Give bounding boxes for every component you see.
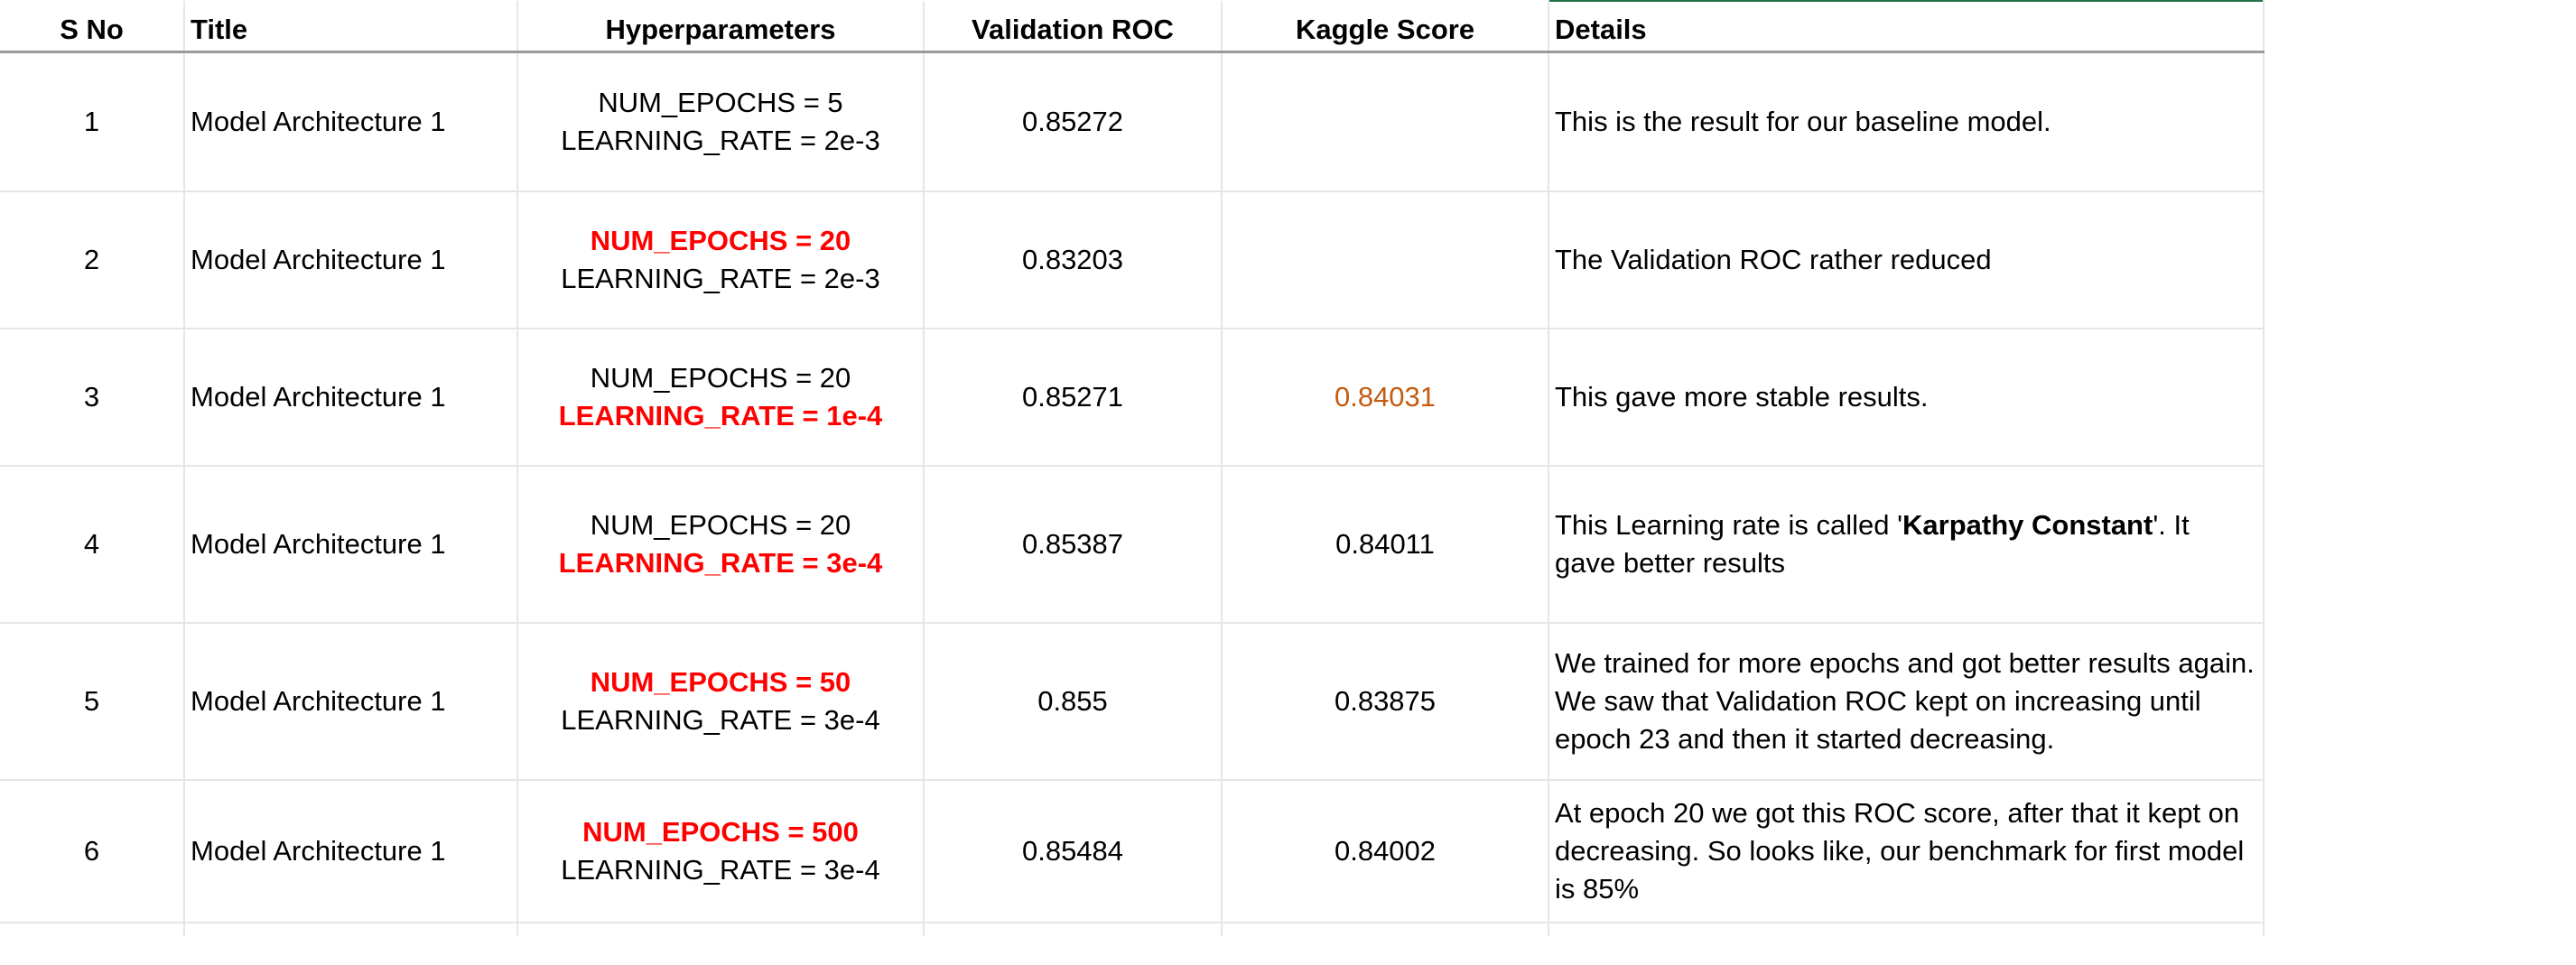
details-cell[interactable]: This is the result for our baseline mode… <box>1548 51 2264 192</box>
num-epochs-value: NUM_EPOCHS = 50 <box>590 666 851 698</box>
learning-rate-value: LEARNING_RATE = 3e-4 <box>561 854 880 886</box>
details-cell[interactable]: This Learning rate is called 'Karpathy C… <box>1548 466 2264 624</box>
learning-rate-value: LEARNING_RATE = 1e-4 <box>558 400 883 431</box>
kaggle-score-cell[interactable]: 0.84002 <box>1222 780 1549 923</box>
sno-cell[interactable]: 6 <box>0 780 185 923</box>
empty-cell[interactable] <box>924 923 1223 936</box>
num-epochs-value: NUM_EPOCHS = 5 <box>598 87 843 118</box>
kaggle-score-cell[interactable]: 0.84031 <box>1222 329 1549 467</box>
sno-cell[interactable]: 1 <box>0 51 185 192</box>
header-row: S No Title Hyperparameters Validation RO… <box>0 0 2264 53</box>
table-row: 1 Model Architecture 1 NUM_EPOCHS = 5 LE… <box>0 51 2264 192</box>
title-cell[interactable]: Model Architecture 1 <box>184 780 518 923</box>
learning-rate-value: LEARNING_RATE = 3e-4 <box>558 547 883 579</box>
sno-cell[interactable]: 2 <box>0 191 185 329</box>
sno-cell[interactable]: 5 <box>0 623 185 781</box>
kaggle-score-cell[interactable]: 0.83875 <box>1222 623 1549 781</box>
hyperparameters-cell[interactable]: NUM_EPOCHS = 20 LEARNING_RATE = 2e-3 <box>517 191 925 329</box>
title-cell[interactable]: Model Architecture 1 <box>184 191 518 329</box>
empty-cell[interactable] <box>184 923 518 936</box>
sno-cell[interactable]: 3 <box>0 329 185 467</box>
details-text-bold: Karpathy Constant <box>1902 509 2153 541</box>
kaggle-score-cell[interactable]: 0.84011 <box>1222 466 1549 624</box>
empty-cell[interactable] <box>517 923 925 936</box>
hyperparameters-cell[interactable]: NUM_EPOCHS = 5 LEARNING_RATE = 2e-3 <box>517 51 925 192</box>
empty-cell[interactable] <box>0 923 185 936</box>
title-cell[interactable]: Model Architecture 1 <box>184 329 518 467</box>
details-cell[interactable]: We trained for more epochs and got bette… <box>1548 623 2264 781</box>
validation-roc-cell[interactable]: 0.855 <box>924 623 1223 781</box>
kaggle-score-cell[interactable] <box>1222 51 1549 192</box>
validation-roc-cell[interactable]: 0.85272 <box>924 51 1223 192</box>
title-cell[interactable]: Model Architecture 1 <box>184 51 518 192</box>
details-cell[interactable]: At epoch 20 we got this ROC score, after… <box>1548 780 2264 923</box>
details-cell[interactable]: This gave more stable results. <box>1548 329 2264 467</box>
learning-rate-value: LEARNING_RATE = 3e-4 <box>561 704 880 736</box>
table-row: 4 Model Architecture 1 NUM_EPOCHS = 20 L… <box>0 466 2264 624</box>
table-row: 3 Model Architecture 1 NUM_EPOCHS = 20 L… <box>0 329 2264 467</box>
table-row <box>0 923 2264 936</box>
kaggle-score-cell[interactable] <box>1222 191 1549 329</box>
header-cell-title[interactable]: Title <box>184 1 518 53</box>
hyperparameters-cell[interactable]: NUM_EPOCHS = 50 LEARNING_RATE = 3e-4 <box>517 623 925 781</box>
num-epochs-value: NUM_EPOCHS = 20 <box>590 225 851 256</box>
validation-roc-cell[interactable]: 0.83203 <box>924 191 1223 329</box>
learning-rate-value: LEARNING_RATE = 2e-3 <box>561 125 880 156</box>
details-cell[interactable]: The Validation ROC rather reduced <box>1548 191 2264 329</box>
learning-rate-value: LEARNING_RATE = 2e-3 <box>561 263 880 294</box>
header-cell-validation-roc[interactable]: Validation ROC <box>924 1 1223 53</box>
header-cell-hyperparameters[interactable]: Hyperparameters <box>517 1 925 53</box>
hyperparameters-cell[interactable]: NUM_EPOCHS = 500 LEARNING_RATE = 3e-4 <box>517 780 925 923</box>
title-cell[interactable]: Model Architecture 1 <box>184 623 518 781</box>
sno-cell[interactable]: 4 <box>0 466 185 624</box>
header-cell-sno[interactable]: S No <box>0 1 185 53</box>
empty-cell[interactable] <box>1222 923 1549 936</box>
validation-roc-cell[interactable]: 0.85484 <box>924 780 1223 923</box>
validation-roc-cell[interactable]: 0.85271 <box>924 329 1223 467</box>
table-row: 2 Model Architecture 1 NUM_EPOCHS = 20 L… <box>0 191 2264 329</box>
num-epochs-value: NUM_EPOCHS = 20 <box>590 362 851 394</box>
validation-roc-cell[interactable]: 0.85387 <box>924 466 1223 624</box>
title-cell[interactable]: Model Architecture 1 <box>184 466 518 624</box>
hyperparameters-cell[interactable]: NUM_EPOCHS = 20 LEARNING_RATE = 3e-4 <box>517 466 925 624</box>
hyperparameters-cell[interactable]: NUM_EPOCHS = 20 LEARNING_RATE = 1e-4 <box>517 329 925 467</box>
details-text-pre: This Learning rate is called ' <box>1555 509 1903 541</box>
details-text-post: '. It gave better results <box>1555 509 2190 579</box>
empty-cell[interactable] <box>1548 923 2264 936</box>
header-cell-kaggle-score[interactable]: Kaggle Score <box>1222 1 1549 53</box>
table-row: 6 Model Architecture 1 NUM_EPOCHS = 500 … <box>0 780 2264 923</box>
header-cell-details[interactable]: Details <box>1548 0 2264 53</box>
table-row: 5 Model Architecture 1 NUM_EPOCHS = 50 L… <box>0 623 2264 781</box>
num-epochs-value: NUM_EPOCHS = 500 <box>582 816 859 848</box>
num-epochs-value: NUM_EPOCHS = 20 <box>590 509 851 541</box>
results-table: S No Title Hyperparameters Validation RO… <box>0 0 2264 936</box>
